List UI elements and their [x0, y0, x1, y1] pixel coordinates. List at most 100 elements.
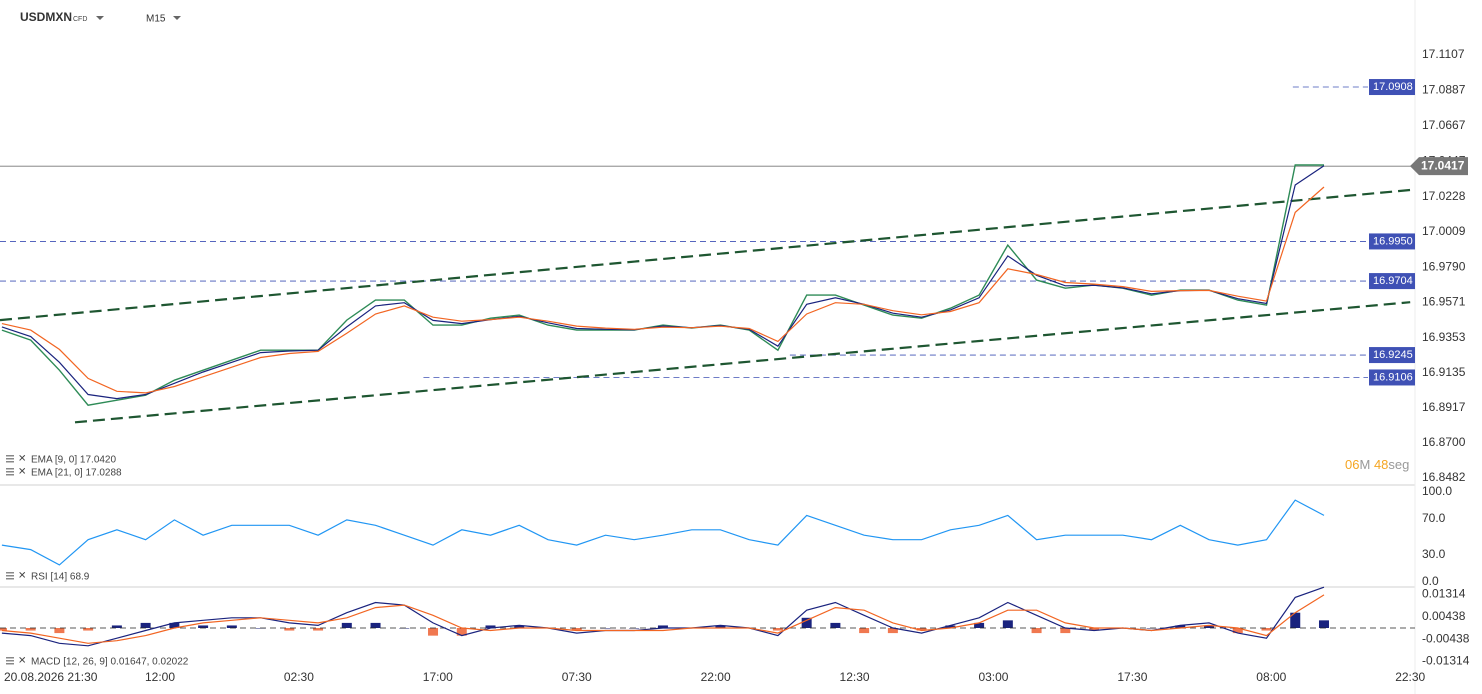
instrument-type: CFD — [73, 16, 87, 23]
macd-bar — [313, 627, 324, 631]
macd-bar — [801, 617, 812, 628]
macd-bar — [1290, 612, 1301, 628]
macd-bar — [772, 627, 783, 631]
macd-bar — [1060, 627, 1071, 634]
level-label: 16.9106 — [1373, 371, 1413, 383]
x-tick-label: 20.08.2026 21:30 — [4, 670, 98, 684]
y-tick-label: 17.0887 — [1422, 83, 1466, 97]
macd-bar — [1261, 627, 1272, 631]
rsi-line — [1, 499, 1325, 566]
macd-tick-label: 0.01314 — [1422, 587, 1466, 601]
countdown: 06M 48seg — [1345, 457, 1409, 472]
macd-bar — [887, 627, 898, 634]
macd-bar — [974, 622, 985, 628]
macd-bar — [859, 627, 870, 634]
ema-line — [1, 186, 1325, 394]
macd-tick-label: 0.00438 — [1422, 609, 1466, 623]
rsi-tick-label: 100.0 — [1422, 484, 1452, 498]
rsi-tick-label: 0.0 — [1422, 574, 1439, 588]
x-tick-label: 22:00 — [701, 670, 731, 684]
macd-bar — [198, 625, 209, 628]
price-line — [1, 164, 1324, 406]
macd-bar — [514, 625, 525, 628]
x-tick-label: 08:00 — [1256, 670, 1286, 684]
symbol[interactable]: USDMXN — [20, 10, 72, 24]
macd-bar — [715, 625, 726, 628]
level-label-box — [1369, 347, 1415, 364]
macd-bar — [140, 622, 151, 628]
legend-rsi: RSI [14] 68.9 — [31, 572, 90, 583]
y-tick-label: 16.9135 — [1422, 365, 1466, 379]
level-label-box — [1369, 233, 1415, 250]
close-icon[interactable]: ✕ — [18, 467, 26, 478]
level-label: 16.9245 — [1373, 349, 1413, 361]
trend-line — [0, 188, 1411, 322]
rsi-tick-label: 70.0 — [1422, 511, 1446, 525]
x-tick-label: 02:30 — [284, 670, 314, 684]
x-tick-label: 22:30 — [1395, 670, 1425, 684]
y-tick-label: 16.9353 — [1422, 330, 1466, 344]
macd-bar — [1175, 625, 1186, 628]
macd-bar — [657, 625, 668, 628]
level-label: 16.9704 — [1373, 275, 1413, 287]
current-price-box — [1410, 157, 1468, 176]
macd-bar — [1002, 620, 1013, 628]
macd-bar — [1031, 627, 1042, 634]
legend-ema9: EMA [9, 0] 17.0420 — [31, 455, 116, 466]
macd-bar — [945, 625, 956, 628]
macd-bar — [571, 627, 582, 631]
macd-bar — [1089, 627, 1100, 631]
y-tick-label: 16.9790 — [1422, 259, 1466, 273]
dropdown-caret[interactable] — [96, 16, 104, 20]
level-label-box — [1369, 369, 1415, 386]
legend-ema21: EMA [21, 0] 17.0288 — [31, 468, 122, 479]
timeframe[interactable]: M15 — [146, 14, 166, 25]
macd-tick-label: -0.01314 — [1422, 654, 1470, 668]
x-tick-label: 12:30 — [840, 670, 870, 684]
macd-bar — [485, 625, 496, 628]
macd-bar — [54, 627, 65, 634]
legend-close-icons[interactable]: ✕ ✕ ✕ ✕ — [18, 454, 26, 667]
macd-bar — [830, 622, 841, 628]
macd-bar — [169, 622, 180, 628]
close-icon[interactable]: ✕ — [18, 656, 26, 667]
close-icon[interactable]: ✕ — [18, 454, 26, 465]
current-price-label: 17.0417 — [1421, 158, 1465, 172]
level-label: 17.0908 — [1373, 81, 1413, 93]
ema-line — [1, 165, 1325, 400]
macd-bar — [428, 627, 439, 636]
macd-bar — [1204, 625, 1215, 628]
macd-bar — [1318, 620, 1329, 628]
y-tick-label: 17.0009 — [1422, 224, 1466, 238]
macd-bar — [1232, 627, 1243, 634]
y-tick-label: 16.8700 — [1422, 435, 1466, 449]
x-tick-label: 17:30 — [1117, 670, 1147, 684]
macd-line — [1, 586, 1325, 647]
y-tick-label: 17.0667 — [1422, 118, 1466, 132]
y-tick-label: 16.8482 — [1422, 470, 1466, 484]
macd-signal-line — [1, 594, 1325, 644]
macd-bar — [284, 627, 295, 631]
legend-icons — [6, 455, 14, 665]
countdown-unit: M — [1359, 457, 1370, 472]
macd-bar — [226, 625, 237, 628]
y-tick-label: 16.8917 — [1422, 400, 1466, 414]
x-tick-label: 03:00 — [978, 670, 1008, 684]
countdown-seconds: 48 — [1374, 457, 1388, 472]
y-tick-label: 17.1107 — [1422, 47, 1465, 61]
macd-bar — [0, 627, 7, 631]
y-tick-label: 17.0228 — [1422, 189, 1466, 203]
x-tick-label: 12:00 — [145, 670, 175, 684]
y-tick-label: 16.9571 — [1422, 295, 1466, 309]
macd-bar — [111, 625, 122, 628]
level-label-box — [1369, 79, 1415, 96]
macd-bar — [341, 622, 352, 628]
dropdown-caret[interactable] — [173, 16, 181, 20]
x-tick-label: 07:30 — [562, 670, 592, 684]
close-icon[interactable]: ✕ — [18, 571, 26, 582]
macd-tick-label: -0.00438 — [1422, 631, 1470, 645]
macd-bar — [456, 627, 467, 636]
macd-bar — [83, 627, 94, 631]
